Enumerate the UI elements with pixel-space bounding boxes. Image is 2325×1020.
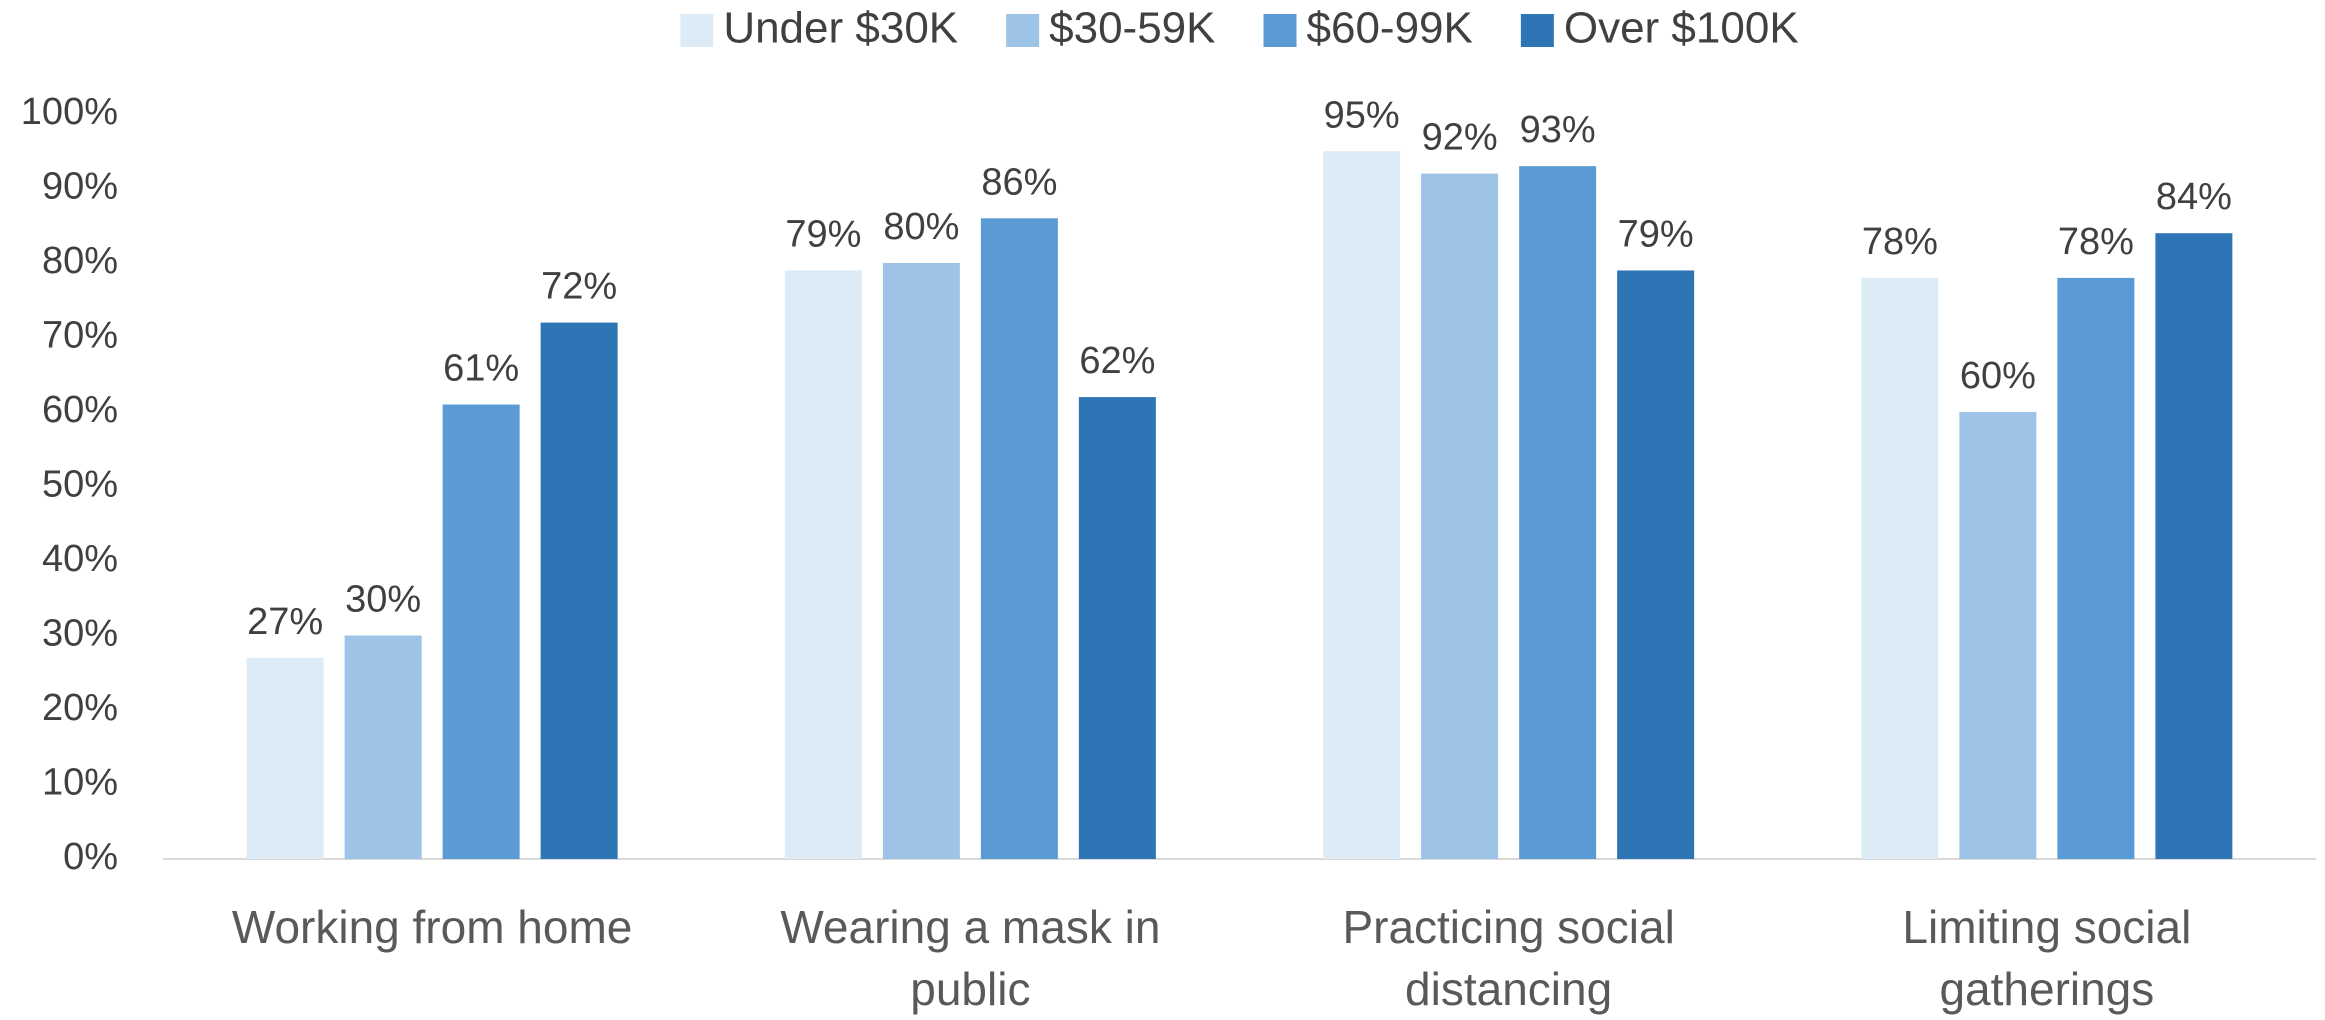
data-label: 72% (541, 266, 617, 308)
bar (1861, 277, 1939, 859)
data-label: 84% (2156, 176, 2232, 218)
y-tick-label: 20% (42, 687, 118, 729)
bar (1078, 397, 1156, 859)
bar (246, 657, 324, 859)
data-label: 61% (443, 348, 519, 390)
bar (2057, 277, 2135, 859)
legend-label: Under $30K (723, 4, 958, 53)
y-tick-label: 70% (42, 315, 118, 357)
data-label: 30% (345, 579, 421, 621)
y-tick-label: 40% (42, 538, 118, 580)
data-label: 79% (785, 213, 861, 255)
y-tick-label: 50% (42, 464, 118, 506)
legend-label: Over $100K (1564, 4, 1799, 53)
legend-label: $60-99K (1307, 4, 1473, 53)
legend-swatch (1006, 14, 1040, 47)
legend-label: $30-59K (1049, 4, 1215, 53)
data-label: 79% (1618, 213, 1694, 255)
data-label: 27% (247, 601, 323, 643)
y-tick-label: 0% (63, 836, 118, 878)
y-tick-label: 30% (42, 613, 118, 655)
data-label: 95% (1324, 94, 1400, 136)
data-label: 78% (2058, 221, 2134, 263)
y-tick-label: 10% (42, 762, 118, 804)
x-tick-label: Wearing a mask in public (780, 901, 1161, 1015)
data-label: 60% (1960, 355, 2036, 397)
data-label: 78% (1862, 221, 1938, 263)
bar (1421, 173, 1499, 860)
bar (1519, 166, 1597, 859)
bar (1617, 270, 1695, 859)
data-label: 92% (1422, 117, 1498, 159)
bar (882, 263, 960, 859)
data-label: 93% (1520, 109, 1596, 151)
y-tick-label: 80% (42, 240, 118, 282)
legend-swatch (1263, 14, 1297, 47)
y-tick-label: 100% (21, 91, 118, 133)
x-tick-label: Limiting social gatherings (1902, 901, 2192, 1015)
bar (2155, 233, 2233, 859)
bar (540, 322, 618, 860)
x-tick-label: Practicing social distancing (1342, 901, 1675, 1015)
y-tick-label: 60% (42, 389, 118, 431)
bar (1323, 151, 1401, 859)
bar (784, 270, 862, 859)
y-tick-label: 90% (42, 166, 118, 208)
x-tick-label: Working from home (231, 901, 633, 953)
legend-swatch (1520, 14, 1554, 47)
bar (980, 218, 1058, 860)
bar (344, 635, 422, 859)
data-label: 62% (1079, 340, 1155, 382)
data-label: 86% (981, 161, 1057, 203)
bar (442, 404, 520, 859)
legend-swatch (680, 14, 714, 47)
data-label: 80% (883, 206, 959, 248)
bar (1959, 412, 2037, 859)
